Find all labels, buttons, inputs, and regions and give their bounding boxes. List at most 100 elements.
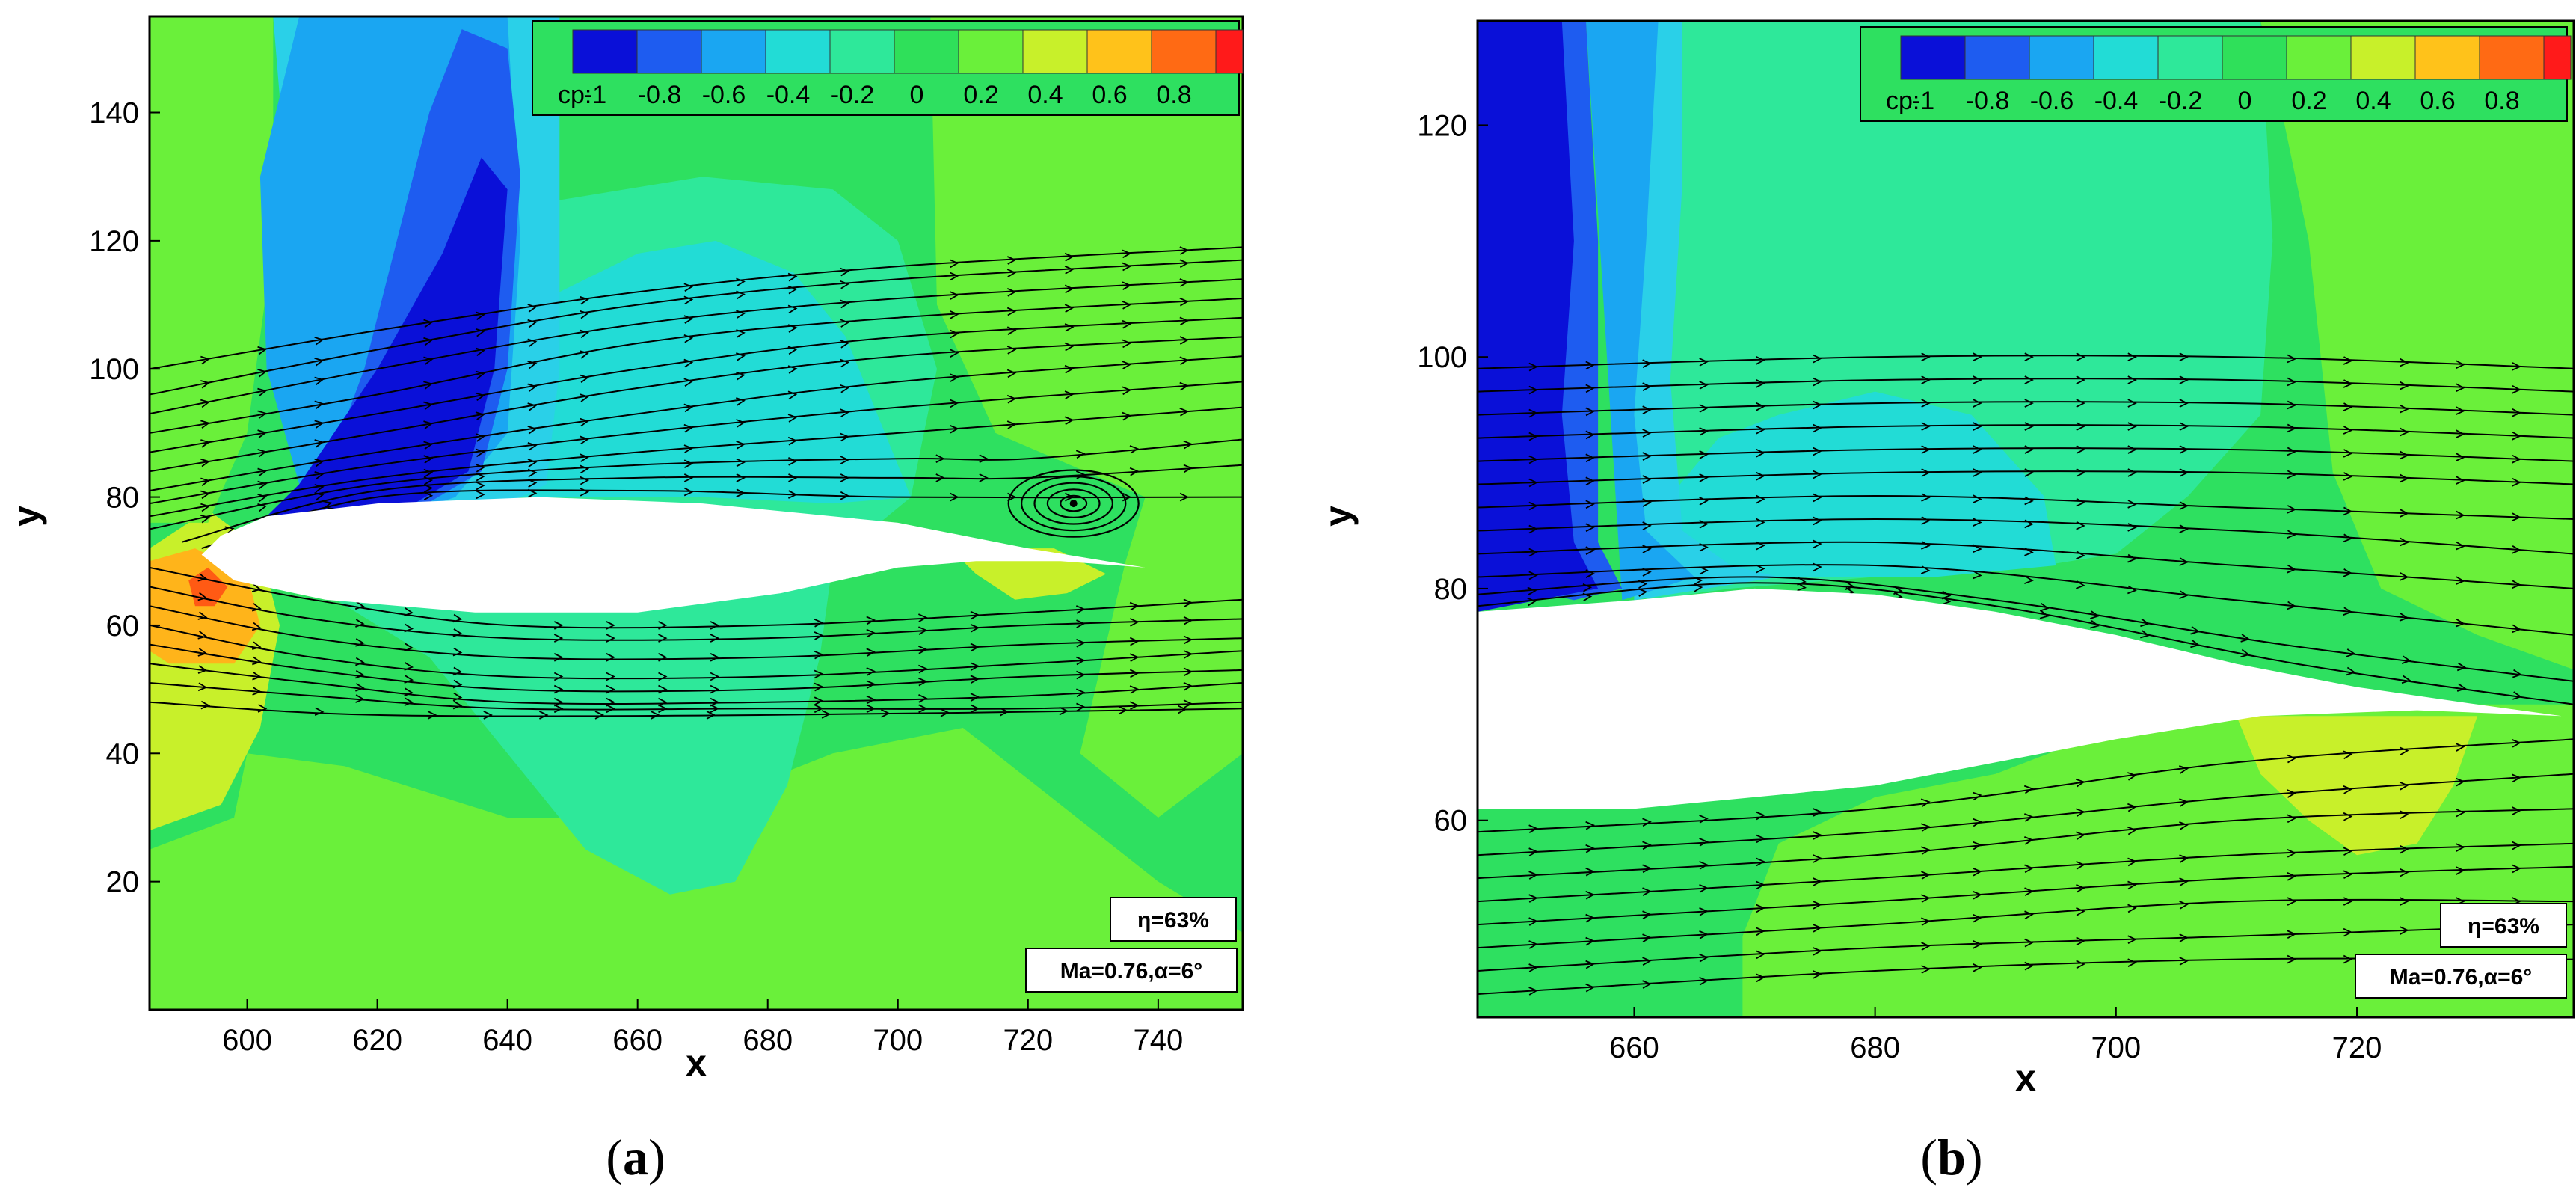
streamline-arrow-b	[2076, 375, 2085, 384]
streamline-arrow-a	[257, 448, 268, 458]
streamline-arrow-b	[1585, 361, 1595, 370]
streamline-arrow-b	[1585, 936, 1595, 946]
y-axis-label-b: y	[1317, 506, 1359, 527]
streamline-arrow-b	[1813, 970, 1822, 979]
streamline-arrow-a	[580, 350, 590, 359]
streamline-arrow-a	[710, 704, 720, 714]
streamline-arrow-b	[2127, 399, 2137, 408]
colorbar-label-a-4: -0.2	[831, 81, 875, 109]
streamline-arrow-a	[580, 488, 590, 497]
streamline-b-4	[1478, 447, 2574, 462]
streamline-arrow-b	[1582, 592, 1593, 602]
streamline-arrow-a	[840, 299, 850, 309]
streamline-arrow-b	[1813, 854, 1822, 863]
streamline-arrow-a	[866, 628, 876, 638]
streamline-arrow-b	[2140, 629, 2151, 639]
panel-a: 600 620 640 660 680 700 720 740 20 40 60 80 100 120 14…	[5, 15, 1244, 1186]
streamline-arrow-b	[1756, 355, 1765, 365]
streamline-arrow-b	[2512, 739, 2521, 748]
streamline-arrow-a	[1183, 699, 1193, 708]
streamline-arrow-b	[1699, 404, 1709, 413]
colorbar-label-b-0: -1	[1912, 87, 1934, 115]
streamline-arrow-b	[1973, 518, 1982, 527]
colorbar-label-a-8: 0.6	[1092, 81, 1127, 109]
streamline-arrow-b	[1756, 494, 1765, 504]
streamline-arrow-a	[935, 473, 945, 482]
streamline-arrow-a	[197, 648, 208, 657]
streamline-arrow-a	[683, 295, 694, 305]
contour-region-a-3	[150, 16, 274, 523]
streamline-arrow-a	[1122, 361, 1132, 369]
streamline-arrow-a	[736, 371, 746, 381]
streamline-arrow-b	[2090, 610, 2100, 619]
streamline-arrow-b	[2456, 662, 2467, 672]
streamline-arrow-b	[1813, 877, 1822, 886]
streamline-arrow-a	[949, 424, 959, 434]
x-tick-label-a: 720	[1003, 1024, 1053, 1057]
streamline-arrow-a	[1122, 301, 1132, 310]
streamline-arrow-a	[580, 435, 590, 445]
streamline-arrow-b	[2343, 847, 2353, 856]
streamline-arrow-a	[257, 503, 268, 512]
streamline-arrow-b	[2024, 938, 2034, 948]
streamline-arrow-a	[580, 295, 590, 305]
streamline-arrow-a	[200, 420, 211, 429]
streamline-arrow-a	[787, 346, 798, 355]
streamline-arrow-b	[2240, 648, 2251, 658]
colorbar-title-a: cp:	[558, 81, 591, 109]
streamline-arrow-a	[1064, 304, 1075, 313]
streamline-arrow-a	[1129, 467, 1140, 476]
streamline-arrow-a	[658, 621, 668, 630]
streamline-arrow-a	[814, 704, 824, 714]
streamline-arrow-a	[452, 613, 463, 623]
streamline-arrow-a	[787, 324, 798, 333]
streamline-arrow-a	[452, 666, 463, 676]
streamline-arrow-a	[1064, 492, 1075, 502]
streamline-arrow-a	[840, 432, 850, 442]
streamline-arrow-b	[1699, 450, 1709, 459]
streamline-arrow-a	[606, 684, 615, 694]
streamline-arrow-a	[553, 621, 564, 630]
streamline-arrow-a	[476, 481, 485, 491]
streamline-arrow-b	[2512, 408, 2521, 417]
streamline-arrow-a	[197, 682, 208, 692]
streamline-arrow-a	[475, 433, 485, 442]
contour-region-a-5	[930, 16, 1243, 818]
streamline-arrow-a	[840, 491, 850, 500]
streamline-arrow-a	[970, 610, 980, 620]
streamline-arrow-a	[918, 613, 928, 622]
eta-annotation-b: η=63%	[2468, 914, 2539, 939]
streamline-arrow-b	[2179, 798, 2189, 807]
streamline-arrow-b	[1642, 545, 1652, 553]
streamline-arrow-b	[1699, 427, 1709, 436]
streamline-arrow-a	[314, 376, 325, 386]
streamline-arrow-b	[2179, 524, 2189, 533]
streamline-arrow-a	[197, 573, 208, 582]
streamline-arrow-a	[423, 441, 434, 450]
streamline-arrow-a	[1122, 339, 1132, 349]
streamline-b-15	[1478, 842, 2574, 903]
colorbar-swatch-a-0	[572, 29, 638, 74]
colorbar-swatch-b-5	[2222, 35, 2287, 80]
colorbar-swatch-b-6	[2286, 35, 2352, 80]
streamline-b-12	[1478, 738, 2574, 833]
contour-plot-b	[1478, 21, 2574, 1017]
colorbar-swatch-b-2	[2029, 35, 2094, 80]
streamline-arrow-b	[1921, 399, 1931, 408]
streamline-arrow-b	[2287, 789, 2297, 798]
streamline-a-2	[150, 246, 1243, 370]
streamline-arrow-b	[1813, 947, 1822, 956]
streamline-arrow-a	[257, 493, 268, 503]
streamline-arrow-b	[2512, 864, 2521, 874]
streamline-arrow-a	[606, 672, 615, 681]
streamline-arrow-a	[314, 458, 325, 467]
streamline-arrow-a	[314, 400, 325, 410]
streamline-arrow-a	[736, 352, 746, 361]
streamline-arrow-a	[840, 280, 850, 289]
streamline-arrow-a	[580, 310, 590, 319]
streamline-arrow-a	[970, 693, 980, 702]
streamline-arrow-b	[2287, 814, 2297, 824]
streamline-arrow-b	[2179, 399, 2189, 408]
y-tick-label-a: 40	[106, 738, 140, 770]
streamline-arrow-b	[1756, 880, 1765, 890]
